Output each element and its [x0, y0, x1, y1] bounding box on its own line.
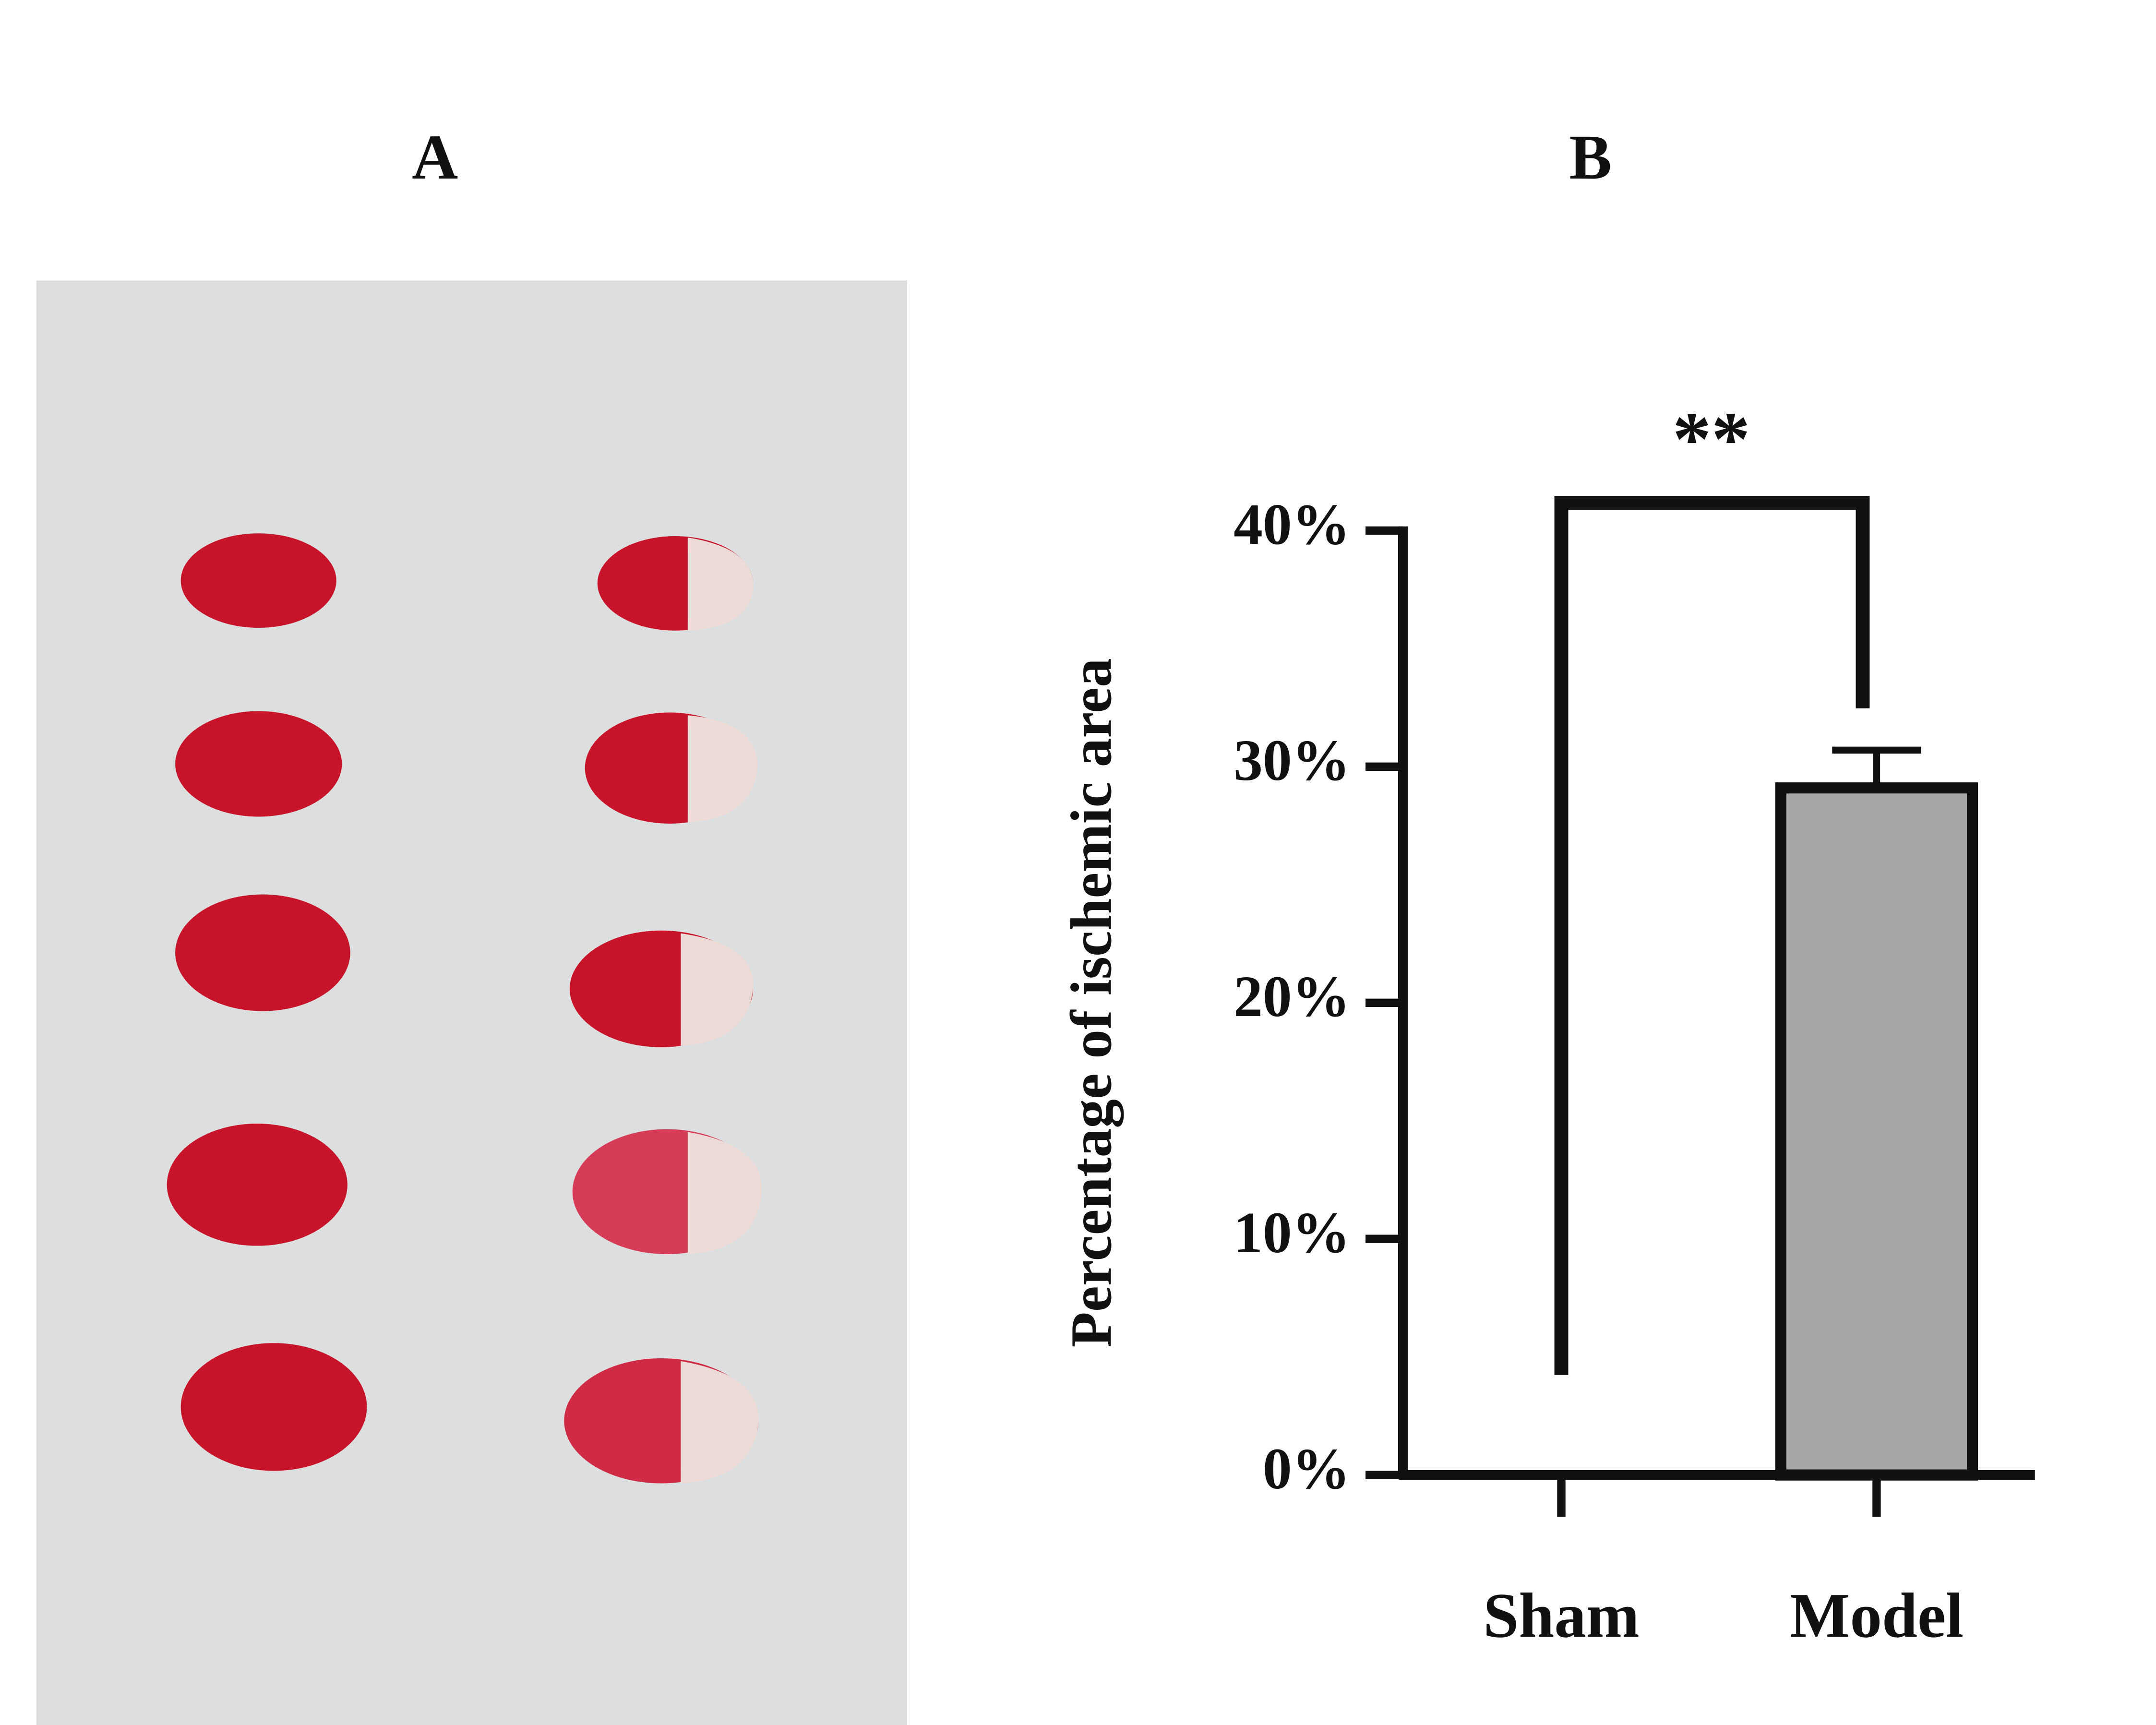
slice — [175, 894, 350, 1011]
y-axis-label: Percentage of ischemic area — [1059, 658, 1124, 1347]
infarct — [687, 537, 754, 631]
infarct — [681, 933, 754, 1046]
photo — [36, 280, 908, 1725]
x-tick-label: Sham — [1483, 1580, 1640, 1651]
y-tick-label: 20% — [1234, 965, 1350, 1029]
y-tick-label: 0% — [1263, 1437, 1350, 1501]
y-tick-label: 10% — [1234, 1201, 1350, 1265]
y-tick-label: 30% — [1234, 729, 1350, 793]
y-tick-label: 40% — [1234, 492, 1350, 557]
sham-slices — [167, 533, 367, 1471]
infarct — [687, 715, 758, 823]
infarct — [687, 1132, 762, 1255]
photo-background — [36, 280, 908, 1725]
panel-label: A — [412, 121, 458, 192]
error-bar — [1832, 746, 1921, 788]
significance-annotation: ** — [1673, 396, 1750, 482]
model-slices — [564, 536, 762, 1484]
bar — [1775, 782, 1978, 1481]
significance-bracket — [1554, 496, 1870, 1375]
slice — [167, 1124, 347, 1246]
slice — [180, 533, 336, 628]
infarct — [681, 1361, 759, 1484]
slice — [175, 711, 342, 817]
slice — [180, 1343, 367, 1471]
x-tick-label: Model — [1790, 1580, 1964, 1651]
panel-label: B — [1569, 121, 1612, 192]
